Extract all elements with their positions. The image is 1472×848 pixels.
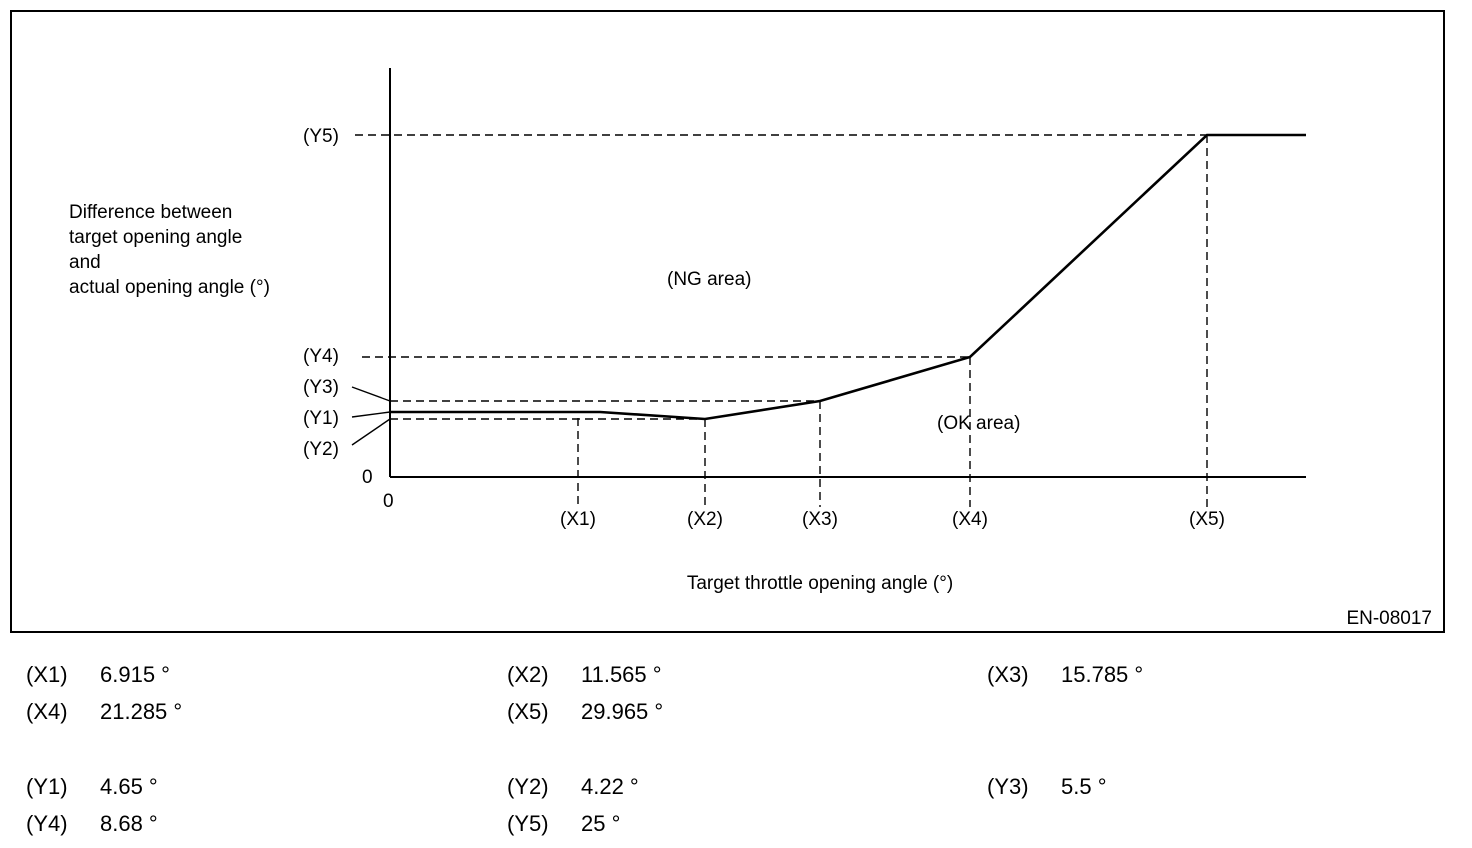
legend-y5: (Y5) 25 ° <box>507 811 620 837</box>
legend-y2-label: (Y2) <box>507 774 549 799</box>
legend-x1-value: 6.915 ° <box>100 662 170 687</box>
y3-leader-line <box>351 386 391 402</box>
legend-x1-label: (X1) <box>26 662 68 687</box>
legend-x2-value: 11.565 ° <box>581 662 662 687</box>
legend-x5-label: (X5) <box>507 699 549 724</box>
y-axis-title-line-4: actual opening angle (°) <box>69 277 270 298</box>
legend-x5-value: 29.965 ° <box>581 699 664 724</box>
figure-code: EN-08017 <box>1346 608 1432 629</box>
legend-x5: (X5) 29.965 ° <box>507 699 663 725</box>
legend-y4-value: 8.68 ° <box>100 811 158 836</box>
legend-x2-label: (X2) <box>507 662 549 687</box>
legend-y1-label: (Y1) <box>26 774 68 799</box>
x2-tick-label: (X2) <box>687 509 723 530</box>
legend-x2: (X2) 11.565 ° <box>507 662 662 688</box>
x1-tick-label: (X1) <box>560 509 596 530</box>
legend-y3: (Y3) 5.5 ° <box>987 774 1107 800</box>
legend-x4-label: (X4) <box>26 699 68 724</box>
legend-y4: (Y4) 8.68 ° <box>26 811 158 837</box>
y1-leader-line <box>351 411 391 418</box>
legend-x3-value: 15.785 ° <box>1061 662 1144 687</box>
y-axis-title-line-1: Difference between <box>69 202 232 223</box>
x4-tick-label: (X4) <box>952 509 988 530</box>
legend-y3-value: 5.5 ° <box>1061 774 1107 799</box>
y-origin-label: 0 <box>362 467 373 488</box>
legend-x4: (X4) 21.285 ° <box>26 699 182 725</box>
legend-y2-value: 4.22 ° <box>581 774 639 799</box>
x-origin-label: 0 <box>383 491 394 512</box>
y2-tick-label: (Y2) <box>303 439 339 460</box>
legend-y3-label: (Y3) <box>987 774 1029 799</box>
y2-leader-line <box>351 418 391 446</box>
y4-tick-label: (Y4) <box>303 346 339 367</box>
legend-y1-value: 4.65 ° <box>100 774 158 799</box>
legend-y1: (Y1) 4.65 ° <box>26 774 158 800</box>
y3-tick-label: (Y3) <box>303 377 339 398</box>
legend-y5-value: 25 ° <box>581 811 621 836</box>
x-axis-title: Target throttle opening angle (°) <box>687 573 953 594</box>
threshold-curve <box>390 133 1306 421</box>
legend-x3-label: (X3) <box>987 662 1029 687</box>
legend-y5-label: (Y5) <box>507 811 549 836</box>
x5-tick-label: (X5) <box>1189 509 1225 530</box>
y1-tick-label: (Y1) <box>303 408 339 429</box>
legend-y2: (Y2) 4.22 ° <box>507 774 639 800</box>
legend-x4-value: 21.285 ° <box>100 699 183 724</box>
y-axis-title-line-3: and <box>69 252 101 273</box>
legend-x3: (X3) 15.785 ° <box>987 662 1143 688</box>
ok-area-label: (OK area) <box>937 413 1020 434</box>
ng-area-label: (NG area) <box>667 269 751 290</box>
y5-tick-label: (Y5) <box>303 126 339 147</box>
legend-x1: (X1) 6.915 ° <box>26 662 170 688</box>
threshold-diagram: (Y5) (Y4) (Y3) (Y1) (Y2) 0 0 (X1) (X2) (… <box>10 10 1445 633</box>
diagram-frame <box>10 10 1445 633</box>
x3-tick-label: (X3) <box>802 509 838 530</box>
legend-y4-label: (Y4) <box>26 811 68 836</box>
y-axis-title-line-2: target opening angle <box>69 227 242 248</box>
